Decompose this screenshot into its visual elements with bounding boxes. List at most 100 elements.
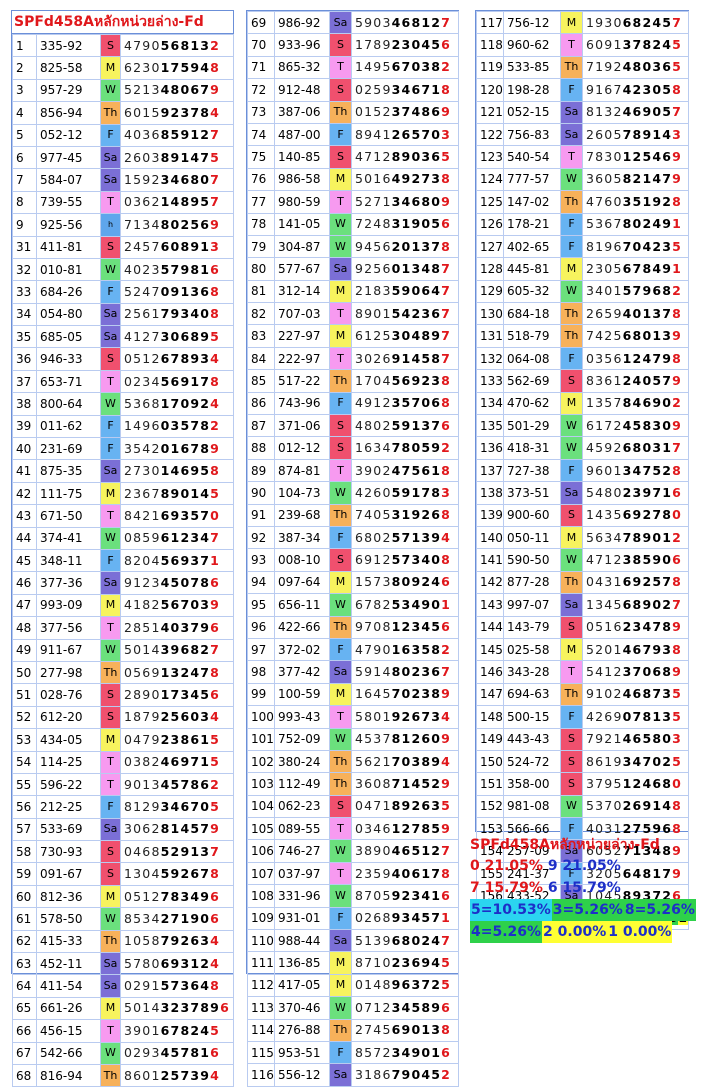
digit: 4 — [623, 642, 633, 657]
draw-code: 100-59 — [275, 683, 330, 705]
digit-sequence: 4023579816 — [121, 258, 234, 280]
digit: 6 — [411, 955, 421, 970]
day-badge: S — [101, 706, 121, 728]
draw-code: 373-51 — [504, 482, 561, 504]
digit: 1 — [431, 1045, 441, 1060]
digit: 5 — [431, 216, 441, 231]
day-badge: W — [561, 168, 583, 190]
day-badge: Th — [561, 571, 583, 593]
digit: 9 — [411, 574, 421, 589]
digit: 8 — [431, 686, 441, 701]
digit: 9 — [210, 597, 220, 612]
digit: 6 — [441, 574, 451, 589]
digit: 5 — [431, 37, 441, 52]
digit: 8 — [441, 463, 451, 478]
digit: 8 — [200, 105, 210, 120]
digit: 8 — [161, 150, 171, 165]
digit: 2 — [161, 709, 171, 724]
digit: 1 — [171, 821, 181, 836]
draw-number: 74 — [248, 123, 275, 145]
digit-sequence: 4790163582 — [352, 638, 459, 660]
digit: 1 — [200, 1045, 210, 1060]
digit: 9 — [200, 889, 210, 904]
digit: 1 — [180, 150, 190, 165]
draw-code: 372-02 — [275, 638, 330, 660]
digit-sequence: 0516234789 — [583, 616, 689, 638]
digit: 7 — [171, 911, 181, 926]
digit-prefix: 5634 — [586, 530, 623, 545]
digit: 3 — [392, 104, 402, 119]
draw-code: 143-79 — [504, 616, 561, 638]
draw-code: 816-94 — [37, 1064, 101, 1086]
digit: 6 — [662, 59, 672, 74]
stat-9: 9 21.05% — [548, 858, 621, 874]
digit: 6 — [633, 104, 643, 119]
draw-code: 931-01 — [275, 907, 330, 929]
digit-prefix: 5271 — [355, 194, 392, 209]
draw-number: 152 — [477, 795, 504, 817]
digit: 8 — [210, 306, 220, 321]
digit: 9 — [411, 507, 421, 522]
digit: 8 — [190, 1045, 200, 1060]
digit: 5 — [402, 395, 412, 410]
digit: 3 — [662, 709, 672, 724]
digit-prefix: 2457 — [124, 239, 161, 254]
digit: 0 — [180, 575, 190, 590]
digit: 3 — [180, 306, 190, 321]
draw-number: 80 — [248, 258, 275, 280]
digit: 4 — [652, 149, 662, 164]
digit: 6 — [402, 977, 412, 992]
digit-prefix: 5139 — [355, 933, 392, 948]
digit-prefix: 2851 — [124, 620, 161, 635]
digit: 5 — [161, 844, 171, 859]
digit: 0 — [672, 507, 682, 522]
digit: 8 — [180, 1023, 190, 1038]
draw-code: 025-58 — [504, 638, 561, 660]
digit: 0 — [431, 731, 441, 746]
digit: 3 — [392, 395, 402, 410]
draw-code: 231-69 — [37, 438, 101, 460]
digit: 0 — [171, 217, 181, 232]
digit: 4 — [402, 1045, 412, 1060]
draw-code: 387-06 — [275, 101, 330, 123]
digit: 0 — [402, 239, 412, 254]
draw-number: 128 — [477, 258, 504, 280]
digit: 3 — [441, 127, 451, 142]
digit: 1 — [402, 261, 412, 276]
digit-prefix: 6125 — [355, 328, 392, 343]
draw-number: 64 — [13, 975, 37, 997]
draw-number: 31 — [13, 236, 37, 258]
digit-prefix: 3542 — [124, 441, 161, 456]
draw-number: 49 — [13, 639, 37, 661]
day-badge: F — [330, 526, 352, 548]
draw-code: 911-67 — [37, 639, 101, 661]
digit: 2 — [392, 37, 402, 52]
digit-prefix: 2561 — [124, 306, 161, 321]
digit: 3 — [633, 485, 643, 500]
digit: 1 — [441, 597, 451, 612]
digit: 3 — [180, 620, 190, 635]
digit: 9 — [210, 217, 220, 232]
day-badge: M — [561, 392, 583, 414]
draw-code: 417-05 — [275, 974, 330, 996]
digit: 6 — [431, 507, 441, 522]
digit: 2 — [411, 686, 421, 701]
digit: 7 — [623, 239, 633, 254]
draw-number: 104 — [248, 795, 275, 817]
digit: 8 — [392, 731, 402, 746]
digit: 6 — [200, 777, 210, 792]
draw-code: 500-15 — [504, 706, 561, 728]
digit: 9 — [421, 597, 431, 612]
digit: 0 — [161, 284, 171, 299]
day-badge: Th — [101, 930, 121, 952]
digit-prefix: 1789 — [355, 37, 392, 52]
digit: 9 — [171, 956, 181, 971]
